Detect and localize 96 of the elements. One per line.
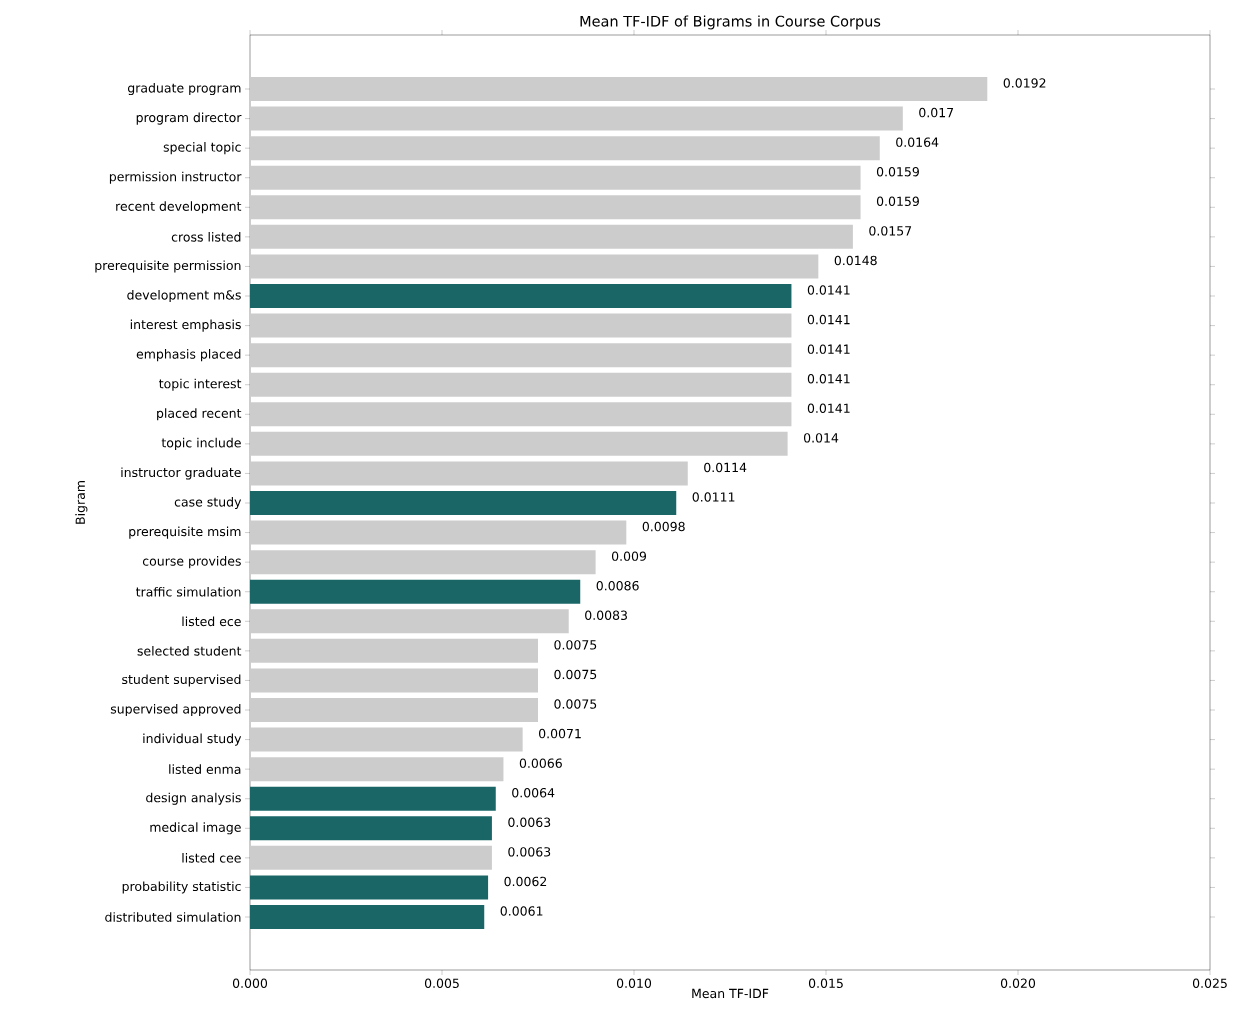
- data-label: 0.0159: [876, 166, 919, 177]
- bar: [250, 579, 581, 604]
- bar: [250, 106, 903, 131]
- y-axis-title: Bigram: [75, 481, 88, 524]
- data-label: 0.0063: [508, 847, 551, 857]
- y-tick-label: placed recent: [157, 408, 242, 421]
- y-tick-label: special topic: [163, 142, 241, 155]
- data-label: 0.0075: [554, 699, 597, 709]
- y-tick-label: student supervised: [122, 674, 241, 687]
- bar: [250, 284, 792, 309]
- y-tick-label: selected student: [137, 646, 242, 656]
- bar: [250, 254, 819, 279]
- y-tick-label: prerequisite permission: [95, 260, 241, 273]
- data-label: 0.0098: [642, 521, 685, 532]
- x-tick-label: 0.015: [808, 978, 843, 988]
- y-tick-label: listed cee: [182, 853, 241, 863]
- data-label: 0.0141: [807, 403, 850, 414]
- bar: [250, 402, 792, 427]
- y-tick-label: case study: [174, 496, 242, 510]
- data-label: 0.0071: [539, 728, 581, 739]
- bar: [250, 77, 988, 102]
- bar: [250, 491, 677, 516]
- bar: [250, 845, 492, 870]
- bar: [250, 609, 569, 634]
- bar: [250, 461, 688, 486]
- data-label: 0.0157: [869, 226, 912, 236]
- bar: [250, 520, 627, 545]
- data-label: 0.0141: [807, 344, 850, 354]
- data-label: 0.0064: [512, 787, 555, 798]
- data-label: 0.0164: [896, 137, 939, 147]
- y-tick-label: prerequisite msim: [129, 526, 241, 539]
- y-tick-label: design analysis: [146, 792, 241, 805]
- bar: [250, 372, 792, 397]
- bar: [250, 313, 792, 338]
- bar: [250, 165, 861, 190]
- data-label: 0.0075: [554, 640, 597, 650]
- x-tick-label: 0.010: [616, 978, 652, 988]
- bar: [250, 875, 489, 900]
- y-tick-label: supervised approved: [110, 703, 241, 717]
- y-tick-label: recent development: [116, 201, 242, 214]
- bar: [250, 638, 539, 663]
- y-tick-label: listed enma: [169, 764, 241, 774]
- y-tick-label: emphasis placed: [136, 349, 241, 362]
- y-tick-label: distributed simulation: [105, 912, 241, 922]
- data-label: 0.0141: [807, 373, 850, 384]
- data-label: 0.0111: [692, 492, 735, 502]
- x-axis-title: Mean TF-IDF: [692, 988, 769, 999]
- bar: [250, 757, 504, 782]
- data-label: 0.0063: [508, 817, 551, 828]
- bar: [250, 816, 492, 841]
- y-tick-label: development m&s: [127, 289, 241, 303]
- y-tick-label: program director: [136, 112, 242, 125]
- chart-title: Mean TF-IDF of Bigrams in Course Corpus: [580, 15, 881, 30]
- y-tick-label: topic include: [161, 437, 241, 450]
- data-label: 0.0066: [519, 758, 562, 768]
- data-label: 0.017: [919, 107, 954, 118]
- x-tick-label: 0.020: [1000, 978, 1036, 988]
- data-label: 0.0062: [504, 876, 547, 887]
- y-tick-label: permission instructor: [109, 171, 242, 184]
- data-label: 0.0114: [704, 462, 747, 473]
- y-tick-label: graduate program: [127, 82, 241, 96]
- y-tick-label: individual study: [143, 733, 242, 746]
- data-label: 0.0075: [554, 669, 597, 680]
- y-tick-label: probability statistic: [122, 881, 241, 894]
- bar: [250, 550, 596, 575]
- data-label: 0.0086: [596, 580, 639, 591]
- y-tick-label: cross listed: [171, 232, 241, 242]
- x-tick-label: 0.000: [232, 978, 268, 988]
- y-tick-label: topic interest: [159, 378, 242, 391]
- y-tick-label: listed ece: [182, 616, 241, 627]
- bar: [250, 343, 792, 368]
- data-label: 0.014: [803, 433, 839, 443]
- data-label: 0.009: [611, 551, 647, 561]
- y-tick-label: traffic simulation: [136, 586, 241, 597]
- data-label: 0.0192: [1003, 78, 1046, 88]
- y-tick-label: medical image: [150, 822, 241, 835]
- data-label: 0.0148: [834, 255, 877, 266]
- bar: [250, 698, 539, 723]
- data-label: 0.0061: [500, 906, 543, 916]
- bar: [250, 668, 539, 693]
- x-tick-label: 0.005: [424, 978, 459, 988]
- bar: [250, 195, 861, 220]
- bar: [250, 431, 788, 456]
- data-label: 0.0159: [876, 196, 919, 207]
- bar: [250, 905, 485, 930]
- y-tick-label: interest emphasis: [130, 319, 241, 332]
- bar: [250, 136, 880, 161]
- y-tick-label: instructor graduate: [121, 467, 241, 480]
- data-label: 0.0141: [807, 314, 850, 325]
- bar: [250, 224, 853, 249]
- x-tick-label: 0.025: [1192, 978, 1227, 988]
- bar: [250, 786, 496, 811]
- y-tick-label: course provides: [142, 556, 241, 569]
- data-label: 0.0141: [807, 285, 850, 295]
- bar: [250, 727, 523, 752]
- data-label: 0.0083: [585, 610, 627, 621]
